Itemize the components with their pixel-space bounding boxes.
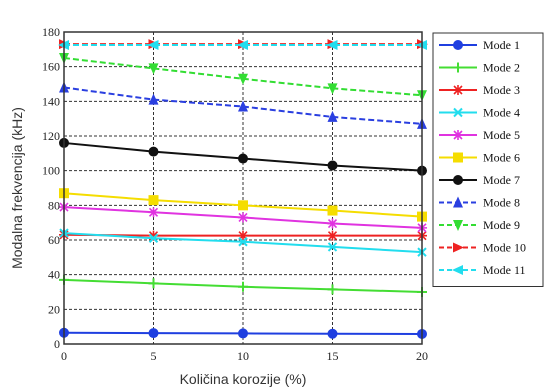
data-point	[148, 146, 159, 157]
data-point	[238, 328, 248, 339]
data-point	[237, 40, 248, 50]
legend-item: Mode 5	[439, 128, 520, 142]
legend-item: Mode 2	[439, 61, 520, 75]
y-tick-label: 20	[48, 302, 60, 316]
data-point	[238, 237, 248, 247]
y-tick-labels: 0 20 40 60 80 100 120 140 160 180	[42, 25, 60, 351]
data-point	[148, 328, 159, 339]
plot-frame	[63, 31, 423, 345]
legend-label: Mode 1	[483, 38, 520, 52]
legend-marker	[453, 220, 463, 231]
data-point	[148, 195, 159, 206]
data-point	[327, 242, 338, 252]
legend-label: Mode 10	[483, 241, 526, 255]
x-tick-label: 15	[327, 349, 339, 363]
legend-item: Mode 11	[439, 263, 526, 277]
data-point	[147, 40, 159, 50]
x-tick-label: 0	[61, 349, 67, 363]
legend-label: Mode 2	[483, 61, 520, 75]
data-point	[238, 100, 248, 112]
data-point	[238, 212, 248, 223]
data-point	[327, 110, 338, 122]
legend-item: Mode 6	[439, 151, 520, 165]
legend-item: Mode 9	[439, 218, 520, 232]
data-point	[148, 233, 159, 243]
data-point	[327, 218, 338, 229]
legend-label: Mode 5	[483, 128, 520, 142]
data-point	[327, 230, 338, 241]
x-tick-label: 20	[416, 349, 428, 363]
legend-item: Mode 7	[439, 173, 520, 187]
x-axis-label: Količina korozije (%)	[180, 371, 307, 387]
series-4	[59, 228, 427, 257]
legend-label: Mode 8	[483, 196, 520, 210]
legend-marker	[452, 265, 463, 275]
legend-label: Mode 6	[483, 151, 520, 165]
data-point	[238, 281, 248, 292]
data-point	[327, 284, 338, 295]
data-point	[238, 73, 248, 85]
data-point	[238, 200, 248, 211]
x-tick-label: 10	[237, 349, 249, 363]
legend-box	[432, 32, 544, 287]
legend-label: Mode 11	[483, 263, 526, 277]
legend-marker	[453, 62, 463, 73]
series-8	[59, 81, 427, 129]
y-tick-label: 180	[42, 25, 60, 39]
legend-item: Mode 3	[439, 83, 520, 97]
x-tick-label: 5	[151, 349, 157, 363]
data-point	[148, 207, 159, 218]
legend-marker	[453, 175, 463, 185]
data-point	[327, 83, 338, 95]
data-point	[327, 328, 338, 339]
legend-marker	[453, 107, 463, 118]
data-point	[326, 40, 338, 50]
legend-label: Mode 3	[483, 83, 520, 97]
data-point	[238, 230, 248, 241]
y-tick-label: 140	[42, 94, 60, 108]
x-tick-labels: 0 5 10 15 20	[61, 349, 428, 363]
legend-marker	[453, 152, 463, 163]
y-tick-label: 40	[48, 268, 60, 282]
series-7	[59, 137, 427, 176]
data-point	[148, 93, 159, 105]
data-point	[327, 160, 338, 171]
legend-marker	[453, 196, 463, 208]
series-11	[58, 40, 427, 50]
legend-item: Mode 8	[439, 196, 520, 210]
legend-marker	[453, 85, 463, 95]
legend-label: Mode 7	[483, 173, 520, 187]
legend-label: Mode 9	[483, 218, 520, 232]
legend-item: Mode 4	[439, 106, 520, 120]
y-axis-label: Modalna frekvencija (kHz)	[9, 107, 25, 269]
y-tick-label: 0	[54, 337, 60, 351]
series-1	[59, 327, 427, 339]
y-tick-label: 160	[42, 60, 60, 74]
y-tick-label: 100	[42, 164, 60, 178]
data-point	[148, 278, 159, 289]
data-point	[327, 205, 338, 216]
data-point	[148, 63, 159, 75]
legend: Mode 1 Mode 2 Mode 3 Mode 4 Mode 5 Mode 6 Mode…	[432, 32, 544, 287]
y-tick-label: 60	[48, 233, 60, 247]
series-layer	[58, 39, 428, 339]
legend-item: Mode 1	[439, 38, 520, 52]
legend-marker	[453, 242, 464, 253]
legend-marker	[453, 130, 463, 140]
y-tick-label: 80	[48, 198, 60, 212]
data-point	[148, 230, 159, 241]
y-tick-label: 120	[42, 129, 60, 143]
legend-marker	[453, 40, 463, 50]
data-point	[238, 153, 248, 164]
legend-label: Mode 4	[483, 106, 520, 120]
legend-item: Mode 10	[439, 241, 526, 255]
